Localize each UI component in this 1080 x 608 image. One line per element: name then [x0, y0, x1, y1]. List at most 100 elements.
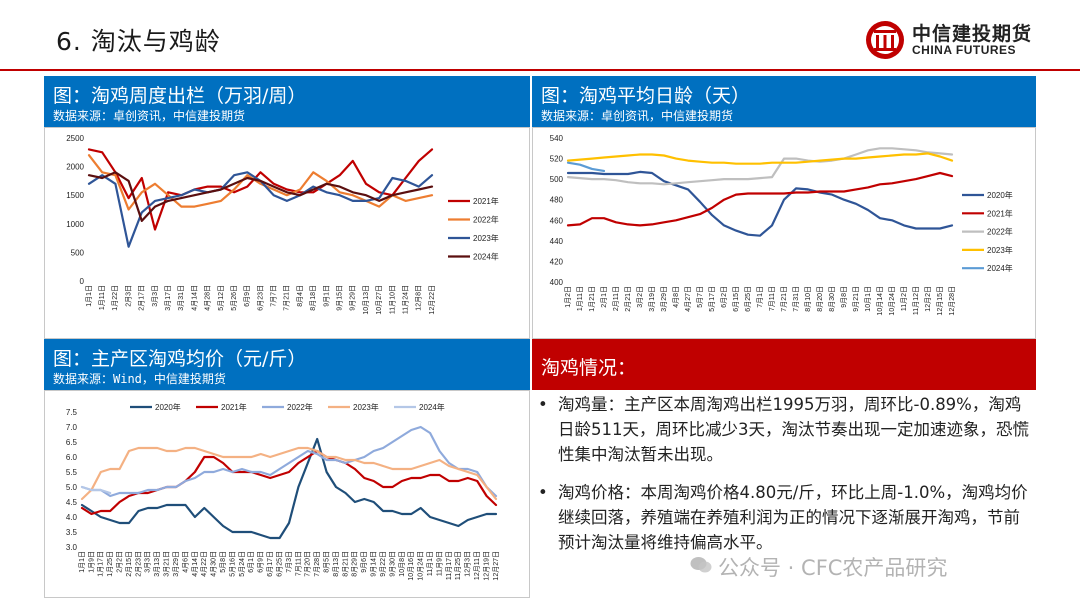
series-line	[80, 425, 498, 498]
series-line	[87, 148, 434, 231]
x-tick-label: 3月17日	[164, 285, 172, 311]
y-tick-label: 6.5	[66, 438, 78, 447]
x-tick-label: 11月25日	[454, 551, 462, 580]
y-tick-label: 4.0	[66, 513, 78, 522]
legend-label: 2021年	[473, 196, 499, 206]
x-tick-label: 7月28日	[313, 551, 321, 577]
series-line	[566, 147, 954, 186]
series-line	[80, 485, 112, 495]
x-tick-label: 6月25日	[275, 551, 283, 577]
chart-frame-cull-volume	[44, 127, 530, 339]
x-tick-label: 4月8日	[672, 286, 680, 308]
x-tick-label: 3月21日	[163, 551, 171, 577]
x-tick-label: 11月24日	[401, 285, 409, 314]
x-tick-label: 3月2日	[636, 286, 644, 308]
x-tick-label: 8月30日	[828, 286, 836, 312]
x-tick-label: 2月2日	[115, 551, 123, 573]
x-tick-label: 8月5日	[322, 551, 330, 573]
legend-label: 2022年	[473, 215, 499, 225]
x-tick-label: 4月14日	[191, 551, 199, 577]
x-tick-label: 1月1日	[85, 285, 93, 307]
x-tick-label: 4月22日	[200, 551, 208, 577]
panel-source: 数据来源：卓创资讯，中信建投期货	[541, 109, 734, 123]
note-cull-volume: 淘鸡量：主产区本周淘鸡出栏1995万羽，周环比-0.89%，淘鸡日龄511天，周…	[538, 392, 1034, 467]
x-tick-label: 1月21日	[588, 286, 596, 312]
x-tick-label: 3月19日	[648, 286, 656, 312]
x-tick-label: 1月9日	[87, 551, 95, 573]
x-tick-label: 1月25日	[106, 551, 114, 577]
x-tick-label: 9月29日	[349, 285, 357, 311]
series-line	[566, 171, 954, 227]
y-tick-label: 4.5	[66, 498, 78, 507]
x-tick-label: 11月9日	[435, 551, 443, 576]
x-tick-label: 12月22日	[428, 285, 436, 315]
legend-label: 2023年	[473, 233, 499, 243]
x-tick-label: 11月12日	[912, 286, 920, 315]
x-tick-label: 7月11日	[294, 551, 302, 576]
panel-title: 图：淘鸡平均日龄（天）	[541, 85, 751, 107]
x-tick-label: 11月1日	[426, 551, 434, 576]
x-tick-label: 12月27日	[492, 551, 500, 581]
panel-header-cull-volume: 图：淘鸡周度出栏（万羽/周） 数据来源：卓创资讯，中信建投期货	[44, 76, 530, 127]
x-tick-label: 12月15日	[936, 286, 944, 316]
x-tick-label: 5月12日	[217, 285, 225, 311]
x-tick-label: 9月6日	[360, 551, 368, 573]
x-tick-label: 5月24日	[238, 551, 246, 577]
x-tick-label: 9月21日	[852, 286, 860, 312]
y-tick-label: 500	[550, 175, 564, 184]
x-tick-label: 8月10日	[804, 286, 812, 312]
x-tick-label: 7月1日	[756, 286, 764, 308]
x-tick-label: 9月30日	[388, 551, 396, 577]
x-tick-label: 9月1日	[322, 285, 330, 307]
x-tick-label: 6月23日	[256, 285, 264, 311]
x-tick-label: 6月2日	[720, 286, 728, 308]
x-tick-label: 2月15日	[125, 551, 133, 577]
x-tick-label: 6月1日	[247, 551, 255, 573]
legend-label: 2020年	[987, 190, 1013, 200]
x-tick-label: 5月7日	[696, 286, 704, 308]
legend-label: 2022年	[987, 227, 1013, 237]
x-tick-label: 12月19日	[482, 551, 490, 581]
x-tick-label: 10月8日	[398, 551, 406, 577]
x-tick-label: 1月17日	[97, 551, 105, 577]
x-tick-label: 6月9日	[243, 285, 251, 307]
y-tick-label: 5.5	[66, 468, 78, 477]
x-tick-label: 2月3日	[124, 285, 132, 307]
x-tick-label: 10月16日	[407, 551, 415, 581]
y-tick-label: 3.0	[66, 543, 78, 552]
header-divider	[0, 69, 1080, 71]
x-tick-label: 6月9日	[257, 551, 265, 573]
x-tick-label: 10月27日	[375, 285, 383, 315]
y-tick-label: 0	[80, 277, 85, 286]
series-line	[80, 449, 498, 516]
legend-label: 2021年	[221, 402, 247, 412]
x-tick-label: 5月16日	[228, 551, 236, 577]
x-tick-label: 2月11日	[612, 286, 620, 311]
series-line	[87, 154, 434, 211]
x-tick-label: 11月10日	[388, 285, 396, 314]
panel-source: 数据来源：Wind，中信建投期货	[53, 372, 226, 386]
x-tick-label: 1月2日	[564, 286, 572, 308]
y-tick-label: 3.5	[66, 528, 78, 537]
x-tick-label: 6月15日	[732, 286, 740, 312]
x-tick-label: 9月22日	[379, 551, 387, 577]
x-tick-label: 3月3日	[144, 551, 152, 573]
y-tick-label: 440	[550, 237, 564, 246]
panel-title: 淘鸡情况：	[541, 357, 637, 379]
x-tick-label: 5月26日	[230, 285, 238, 311]
y-tick-label: 1000	[66, 220, 84, 229]
y-tick-label: 6.0	[66, 453, 78, 462]
x-tick-label: 4月28日	[204, 285, 212, 311]
x-tick-label: 12月2日	[924, 286, 932, 312]
x-tick-label: 2月23日	[134, 551, 142, 577]
series-line	[566, 170, 954, 237]
x-tick-label: 7月3日	[285, 551, 293, 573]
legend-label: 2023年	[987, 245, 1013, 255]
y-tick-label: 460	[550, 216, 564, 225]
y-tick-label: 1500	[66, 191, 84, 200]
series-line	[80, 437, 498, 540]
legend-label: 2024年	[473, 252, 499, 262]
y-tick-label: 7.5	[66, 408, 78, 417]
x-tick-label: 7月20日	[304, 551, 312, 577]
legend-label: 2020年	[155, 402, 181, 412]
